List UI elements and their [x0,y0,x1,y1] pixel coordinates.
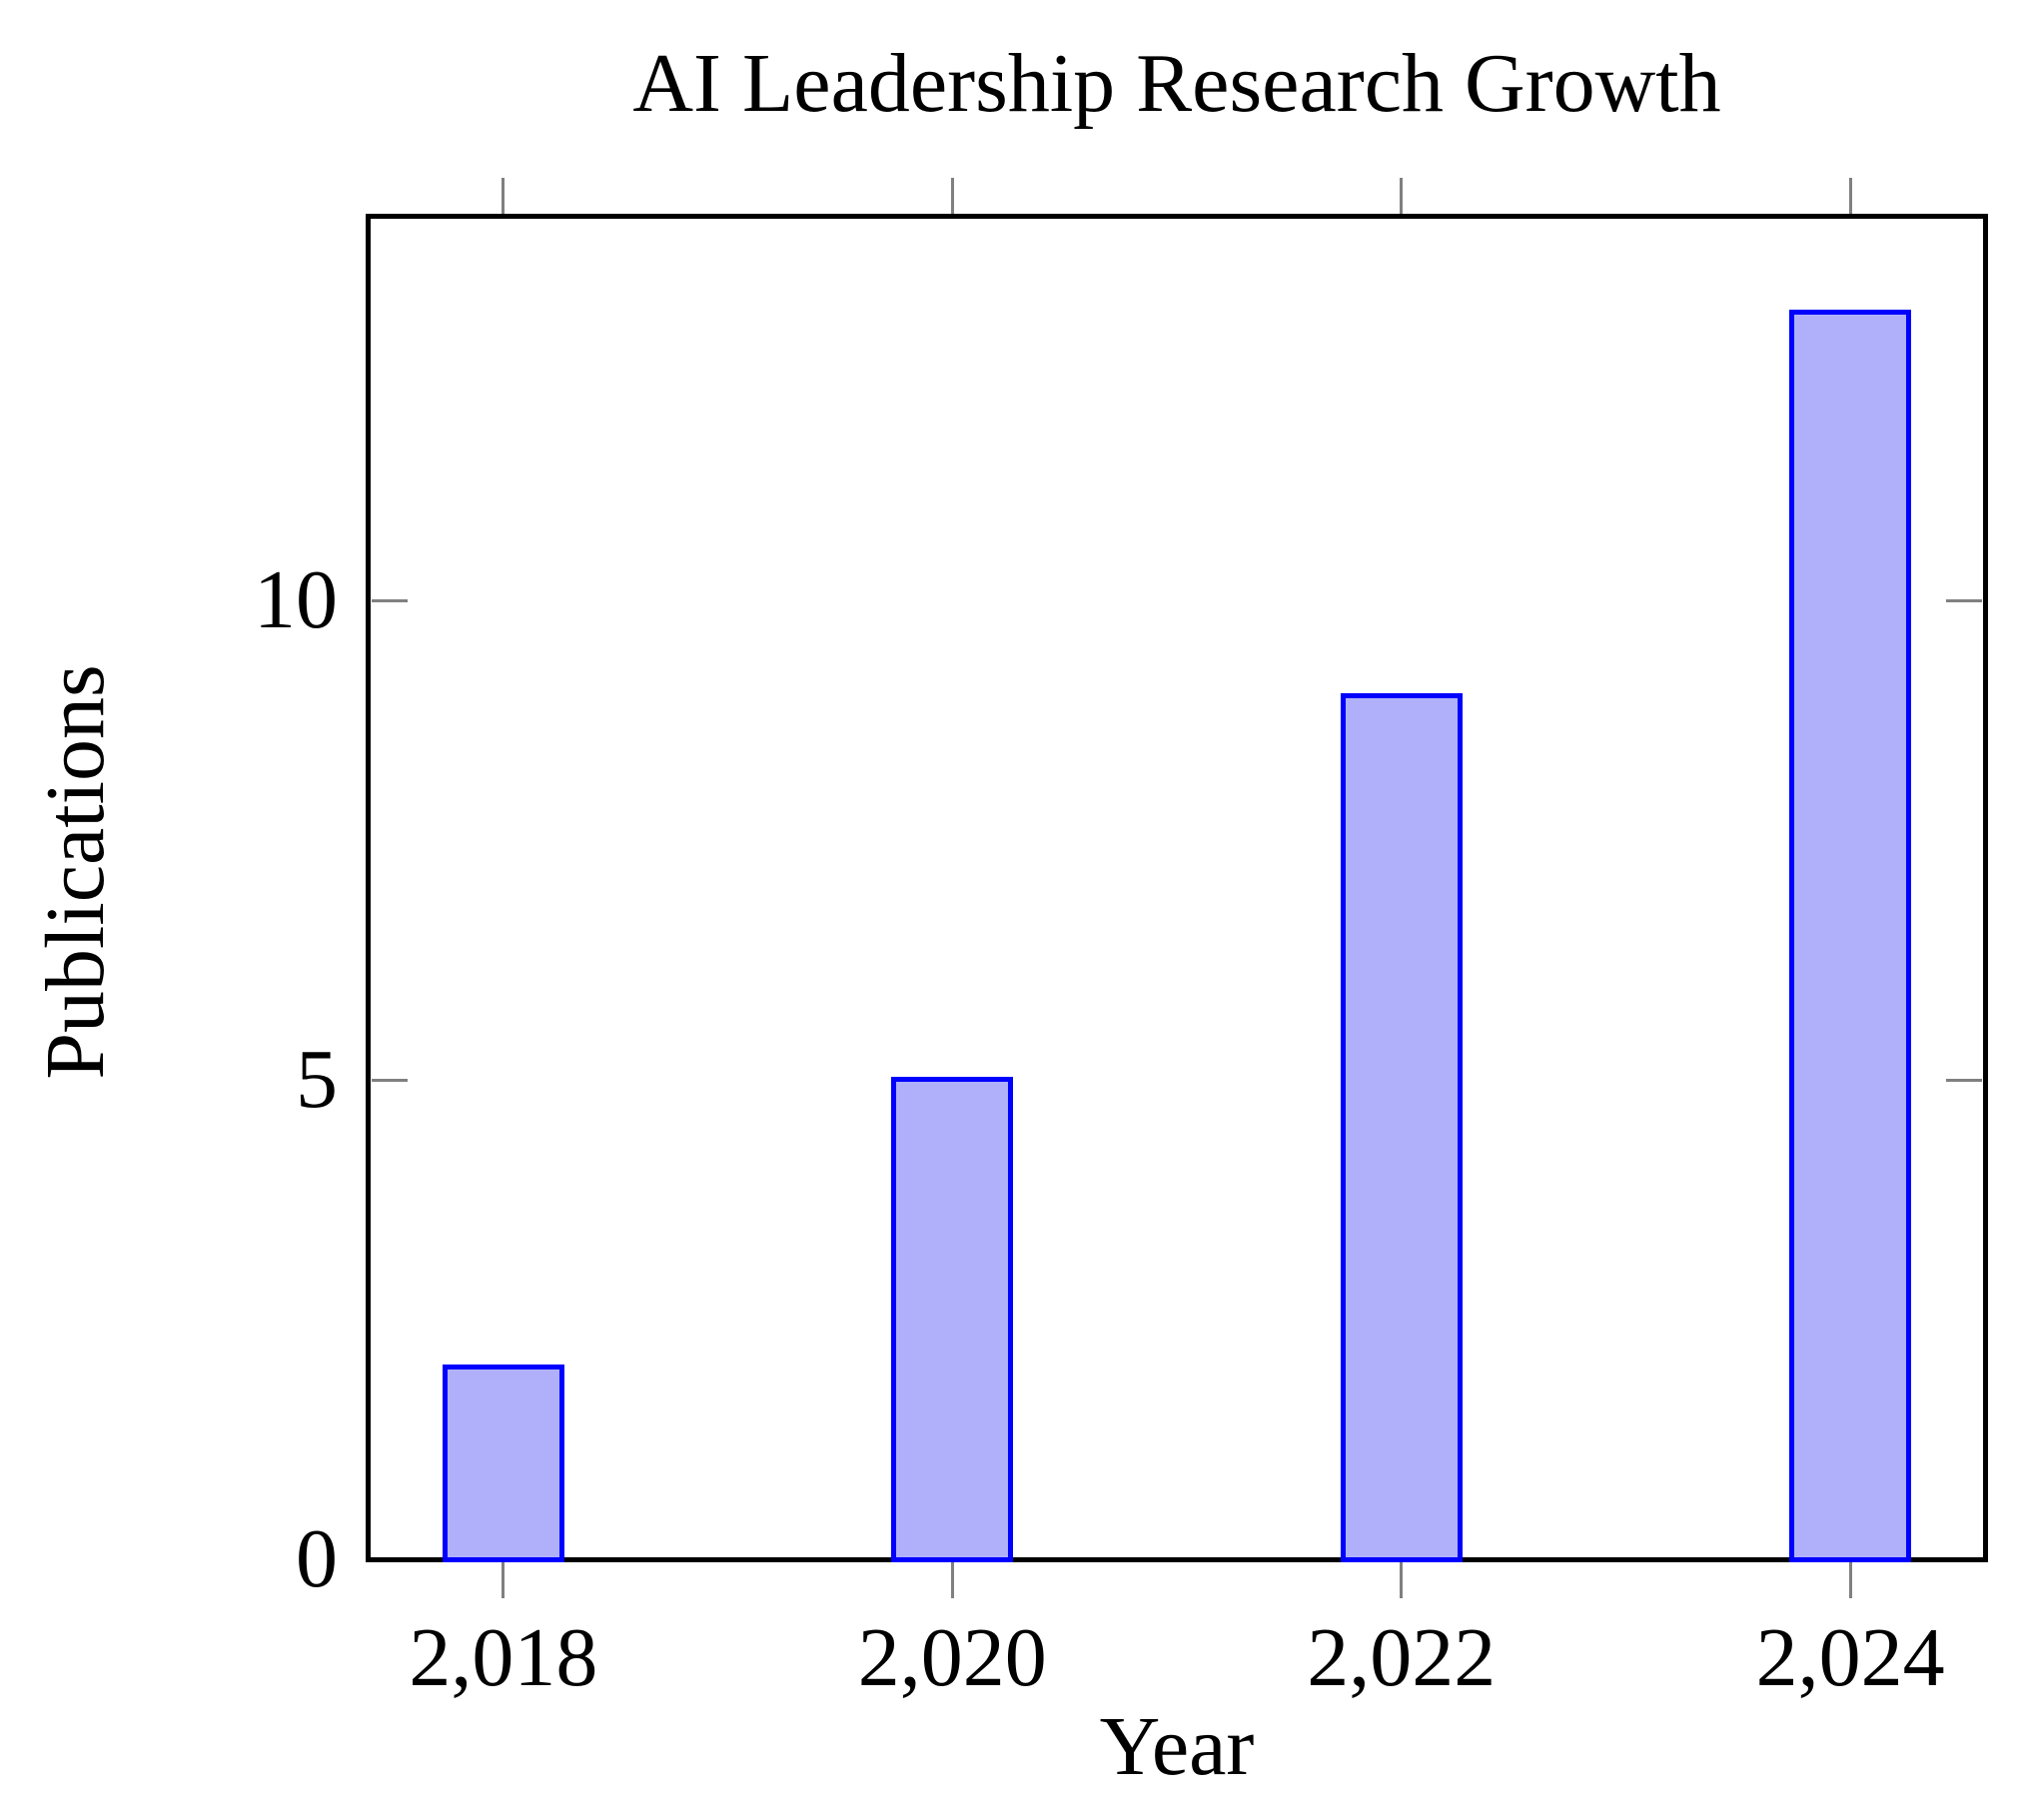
x-tick [1848,1562,1852,1598]
y-tick-right [1946,598,1982,602]
chart-title: AI Leadership Research Growth [632,37,1721,130]
bar [442,1365,564,1562]
bar [1789,310,1912,1562]
y-tick [372,598,408,602]
x-tick-label: 2,020 [857,1611,1047,1704]
x-tick [1400,1562,1404,1598]
x-tick-top [1848,178,1852,214]
y-tick-right [1946,1078,1982,1082]
plot-area [366,214,1988,1562]
x-axis-label: Year [1099,1700,1255,1793]
x-tick-top [950,178,954,214]
y-tick-label: 0 [296,1512,338,1605]
x-tick-top [502,178,506,214]
x-tick-label: 2,024 [1755,1611,1945,1704]
y-tick-label: 5 [296,1033,338,1126]
x-tick-top [1400,178,1404,214]
x-tick-label: 2,018 [409,1611,598,1704]
bar [891,1077,1014,1562]
y-tick-label: 10 [254,553,338,646]
x-tick-label: 2,022 [1307,1611,1497,1704]
y-tick [372,1078,408,1082]
x-tick [950,1562,954,1598]
y-axis-label: Publications [29,664,122,1080]
x-tick [502,1562,506,1598]
bar [1340,693,1463,1562]
